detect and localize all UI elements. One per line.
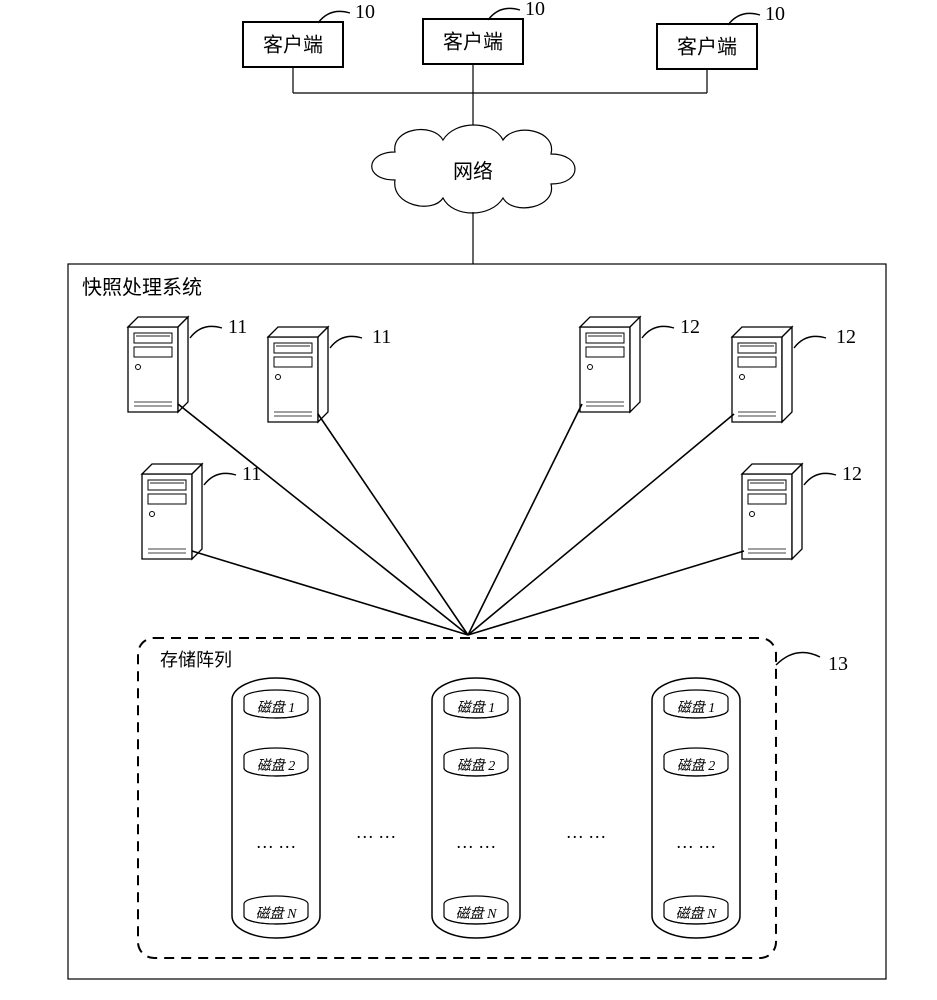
connection-line bbox=[468, 551, 744, 635]
svg-text:10: 10 bbox=[765, 3, 785, 25]
connection-line bbox=[192, 551, 468, 635]
svg-text:磁盘 2: 磁盘 2 bbox=[257, 758, 296, 774]
svg-text:客户端: 客户端 bbox=[443, 31, 503, 54]
connection-line bbox=[468, 414, 734, 635]
svg-text:11: 11 bbox=[242, 463, 261, 485]
svg-text:12: 12 bbox=[836, 326, 856, 348]
svg-text:磁盘 1: 磁盘 1 bbox=[257, 700, 296, 716]
svg-text:… …: … … bbox=[456, 832, 497, 852]
svg-text:10: 10 bbox=[355, 1, 375, 23]
server-icon bbox=[742, 464, 802, 559]
diagram-root: 客户端 10 客户端 10 客户端 10 网络快照处理系统 11 11 11 12 12 12 存储阵列 1… bbox=[0, 0, 937, 1000]
svg-text:磁盘 N: 磁盘 N bbox=[256, 906, 297, 922]
server-icon bbox=[128, 317, 188, 412]
svg-text:… …: … … bbox=[676, 832, 717, 852]
svg-text:磁盘 2: 磁盘 2 bbox=[457, 758, 496, 774]
svg-text:11: 11 bbox=[228, 316, 247, 338]
svg-text:客户端: 客户端 bbox=[677, 36, 737, 59]
server-icon bbox=[732, 327, 792, 422]
svg-text:… …: … … bbox=[356, 822, 397, 842]
svg-text:12: 12 bbox=[680, 316, 700, 338]
svg-text:网络: 网络 bbox=[453, 160, 493, 183]
svg-text:磁盘 1: 磁盘 1 bbox=[677, 700, 716, 716]
svg-text:磁盘 N: 磁盘 N bbox=[456, 906, 497, 922]
connection-line bbox=[178, 404, 468, 635]
server-icon bbox=[580, 317, 640, 412]
svg-text:存储阵列: 存储阵列 bbox=[160, 650, 232, 670]
svg-text:… …: … … bbox=[256, 832, 297, 852]
svg-text:13: 13 bbox=[828, 653, 848, 675]
connection-line bbox=[468, 404, 582, 635]
server-icon bbox=[268, 327, 328, 422]
svg-text:快照处理系统: 快照处理系统 bbox=[82, 276, 202, 299]
svg-text:磁盘 2: 磁盘 2 bbox=[677, 758, 716, 774]
svg-text:12: 12 bbox=[842, 463, 862, 485]
svg-text:… …: … … bbox=[566, 822, 607, 842]
svg-text:磁盘 N: 磁盘 N bbox=[676, 906, 717, 922]
svg-text:11: 11 bbox=[372, 326, 391, 348]
svg-text:客户端: 客户端 bbox=[263, 34, 323, 57]
server-icon bbox=[142, 464, 202, 559]
svg-text:磁盘 1: 磁盘 1 bbox=[457, 700, 496, 716]
connection-line bbox=[318, 414, 468, 635]
svg-text:10: 10 bbox=[525, 0, 545, 20]
